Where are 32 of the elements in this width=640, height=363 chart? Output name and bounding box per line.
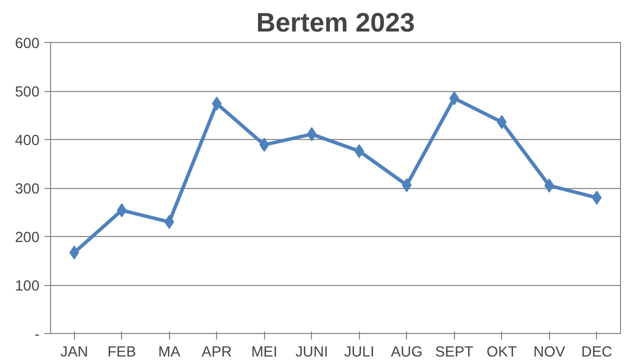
point — [212, 96, 222, 111]
point — [354, 144, 364, 158]
y-tick-label: - — [34, 327, 40, 343]
point — [116, 203, 127, 218]
point — [544, 178, 554, 193]
point — [259, 138, 270, 152]
point — [402, 178, 412, 192]
x-tick-label: JAN — [60, 344, 88, 360]
x-tick-label: JUNI — [295, 344, 328, 360]
y-tick-label: 500 — [15, 84, 40, 100]
y-tick-label: 300 — [15, 182, 40, 198]
x-tick-label: OKT — [486, 344, 517, 360]
x-tick-label: JULI — [344, 344, 374, 360]
y-tick-label: 400 — [15, 133, 40, 149]
point — [69, 246, 80, 260]
point — [306, 127, 317, 142]
x-tick-label: NOV — [533, 344, 566, 360]
x-tick-label: AUG — [390, 344, 423, 360]
x-tick-label: APR — [202, 344, 232, 360]
x-tick-label: FEB — [108, 344, 136, 360]
x-tick-label: DEC — [581, 344, 613, 360]
point — [592, 190, 602, 205]
point — [496, 115, 507, 130]
y-tick-label: 100 — [15, 278, 40, 294]
chart-title: Bertem 2023 — [256, 8, 415, 38]
y-tick-label: 600 — [15, 36, 40, 52]
point — [449, 91, 460, 106]
x-tick-label: MEI — [251, 344, 278, 360]
y-tick-label: 200 — [15, 230, 40, 246]
x-tick-label: SEPT — [435, 344, 474, 360]
x-tick-label: MA — [158, 344, 180, 360]
point — [164, 214, 174, 229]
